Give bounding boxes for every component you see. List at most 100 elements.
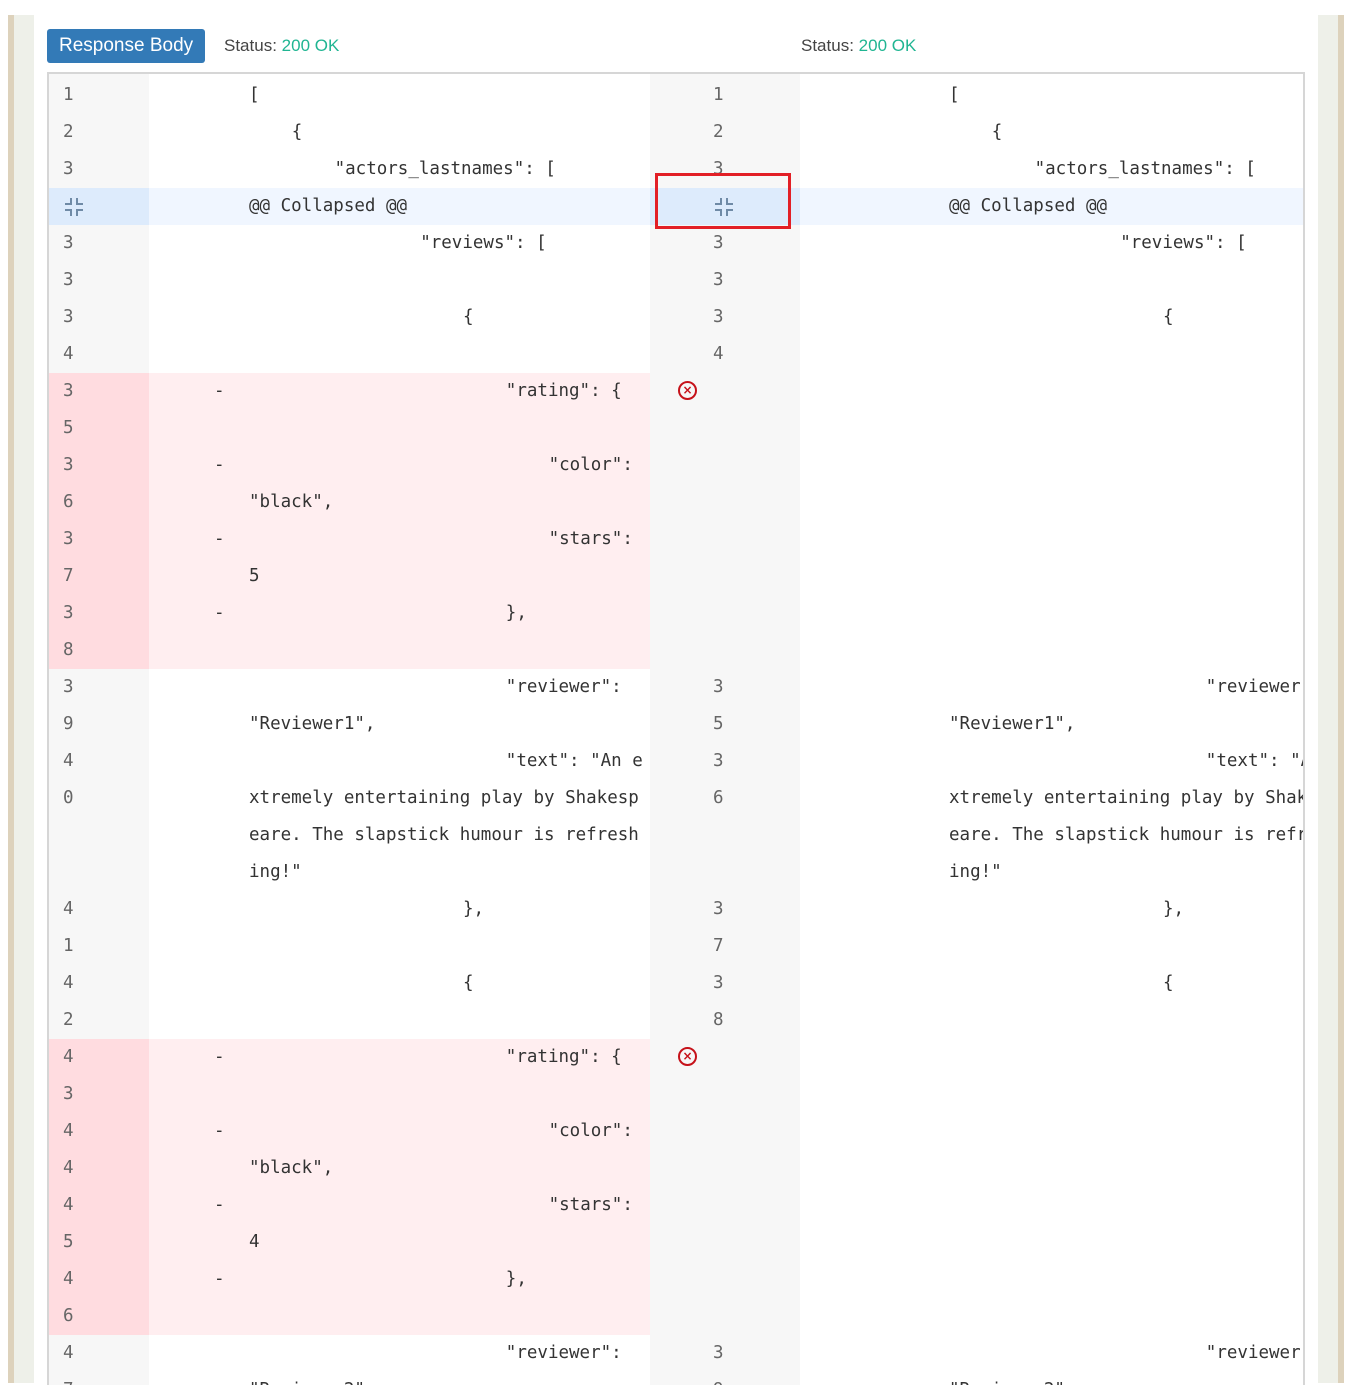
right-status: Status: 200 OK [801, 29, 916, 63]
right-line-number [650, 410, 800, 447]
diff-row: 6 [49, 1298, 1303, 1335]
left-code-line: [ [149, 77, 650, 114]
right-line-number [650, 1039, 800, 1076]
remove-error-icon[interactable]: × [678, 381, 697, 400]
expand-collapsed-icon[interactable] [63, 196, 85, 218]
right-code-line [800, 595, 1303, 632]
right-line-number: 1 [650, 77, 800, 114]
code-text: "stars": [548, 1195, 633, 1215]
removed-marker: - [214, 455, 225, 475]
frame-border-right [1338, 15, 1344, 1383]
code-text: }, [505, 1269, 527, 1289]
code-text: xtremely entertaining play by Shakesp [249, 788, 639, 808]
left-code-line: ing!" [149, 854, 650, 891]
left-status-label: Status: [224, 36, 277, 55]
left-line-number: 6 [49, 484, 149, 521]
line-number: 5 [63, 418, 74, 438]
line-number: 3 [713, 677, 724, 697]
line-number: 2 [63, 1010, 74, 1030]
left-code-line: "Reviewer1", [149, 706, 650, 743]
left-code-line [149, 1002, 650, 1039]
right-line-number [650, 595, 800, 632]
line-number: 3 [63, 307, 74, 327]
right-line-number: 3 [650, 1335, 800, 1372]
right-code-line: "Reviewer2", [800, 1372, 1303, 1385]
diff-row[interactable]: @@ Collapsed @@ @@ Collapsed @@ [49, 188, 1303, 225]
code-text: "Reviewer2", [949, 1372, 1075, 1385]
right-line-number [650, 447, 800, 484]
expand-collapsed-icon[interactable] [713, 196, 735, 218]
code-text: { [463, 973, 474, 993]
right-code-line: { [800, 965, 1303, 1002]
left-code-line [149, 410, 650, 447]
left-line-number: 3 [49, 262, 149, 299]
left-line-number: 9 [49, 706, 149, 743]
diff-row: 4 {3 { [49, 965, 1303, 1002]
line-number: 3 [63, 233, 74, 253]
left-status-value: 200 OK [281, 36, 340, 55]
right-code-line: eare. The slapstick humour is refresh [800, 817, 1303, 854]
code-text: 5 [249, 566, 260, 586]
line-number: 4 [63, 1047, 74, 1067]
right-code-line: "text": "An e [800, 743, 1303, 780]
removed-marker: - [214, 1047, 225, 1067]
line-number: 8 [63, 640, 74, 660]
right-code-line [800, 484, 1303, 521]
line-number: 4 [63, 344, 74, 364]
left-code-line: "text": "An e [149, 743, 650, 780]
code-text: "black", [249, 492, 334, 512]
left-line-number: 8 [49, 632, 149, 669]
line-number: 3 [713, 270, 724, 290]
right-code-line [800, 1298, 1303, 1335]
line-number: 9 [713, 1372, 724, 1385]
left-line-number: 3 [49, 299, 149, 336]
left-line-number: 4 [49, 1150, 149, 1187]
line-number: 1 [63, 936, 74, 956]
right-code-line: "reviewer": [800, 1335, 1303, 1372]
line-number: 4 [63, 899, 74, 919]
right-code-line: { [800, 114, 1303, 151]
left-line-number: 3 [49, 521, 149, 558]
diff-row: 3 "actors_lastnames": [3 "actors_lastnames… [49, 151, 1303, 188]
left-line-number: 3 [49, 1076, 149, 1113]
diff-row: ing!" ing!" [49, 854, 1303, 891]
diff-row: 2 {2 { [49, 114, 1303, 151]
right-line-number [650, 632, 800, 669]
code-text: eare. The slapstick humour is refresh [949, 825, 1305, 845]
frame-panel-left [14, 15, 34, 1383]
code-text: "actors_lastnames": [ [334, 159, 556, 179]
diff-header: Response Body Status: 200 OK Status: 200… [47, 29, 1305, 63]
remove-error-icon[interactable]: × [678, 1047, 697, 1066]
line-number: 3 [713, 1343, 724, 1363]
left-code-line: "reviews": [ [149, 225, 650, 262]
response-body-button[interactable]: Response Body [47, 29, 206, 63]
right-line-number: 4 [650, 336, 800, 373]
page-margin [0, 0, 8, 1383]
code-text: ing!" [949, 862, 1002, 882]
left-code-line: { [149, 965, 650, 1002]
right-code-line [800, 521, 1303, 558]
left-code-line: "stars": [149, 521, 650, 558]
left-line-number: 4 [49, 1187, 149, 1224]
left-code-line: "stars": [149, 1187, 650, 1224]
left-code-line: "reviewer": [149, 1335, 650, 1372]
left-code-line: eare. The slapstick humour is refresh [149, 817, 650, 854]
right-line-number: 2 [650, 114, 800, 151]
right-line-number [650, 521, 800, 558]
line-number: 5 [63, 1232, 74, 1252]
right-line-number [650, 1150, 800, 1187]
right-code-line: "actors_lastnames": [ [800, 151, 1303, 188]
right-line-number [650, 1187, 800, 1224]
left-line-number: 3 [49, 225, 149, 262]
diff-row: 3 {3 { [49, 299, 1303, 336]
left-code-line: "black", [149, 484, 650, 521]
code-text: "text": "An e [1205, 751, 1303, 771]
right-line-number: 3 [650, 965, 800, 1002]
code-text: { [991, 122, 1003, 142]
code-text: [ [949, 85, 960, 105]
frame-border-left [8, 15, 14, 1383]
right-code-line [800, 1076, 1303, 1113]
